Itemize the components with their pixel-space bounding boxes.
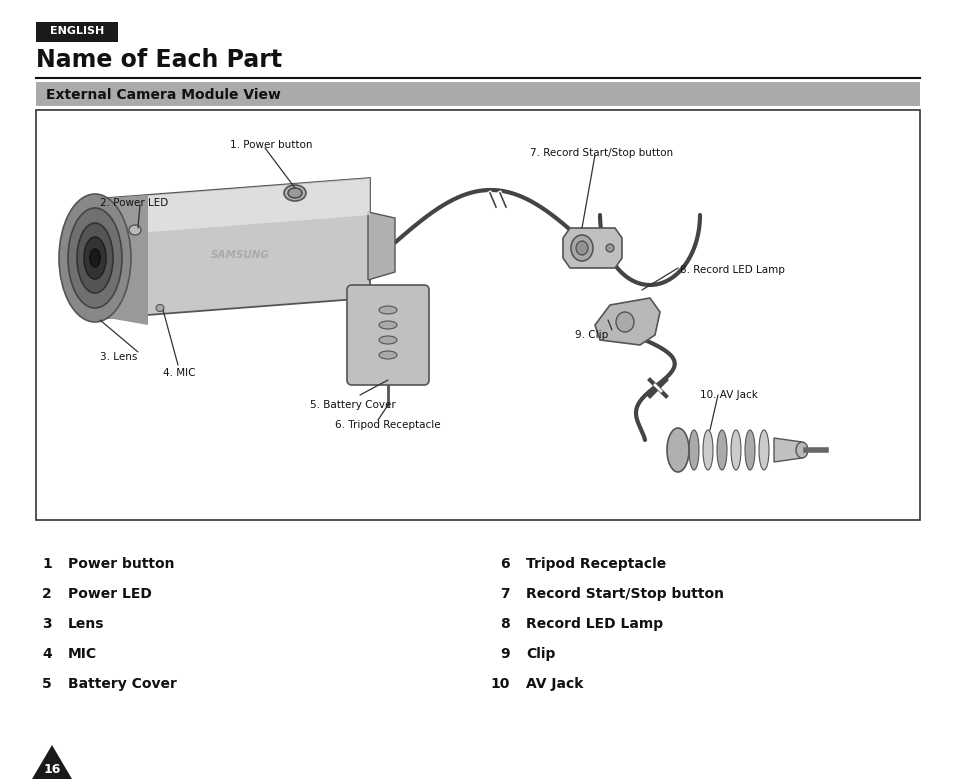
Text: 10. AV Jack: 10. AV Jack — [700, 390, 757, 400]
Ellipse shape — [702, 430, 712, 470]
Polygon shape — [108, 195, 148, 325]
Text: 9: 9 — [500, 647, 510, 661]
Text: External Camera Module View: External Camera Module View — [46, 88, 280, 102]
Text: Record Start/Stop button: Record Start/Stop button — [525, 587, 723, 601]
Ellipse shape — [288, 188, 302, 198]
Ellipse shape — [666, 428, 688, 472]
Text: 3: 3 — [42, 617, 52, 631]
Polygon shape — [595, 298, 659, 345]
Polygon shape — [108, 178, 370, 318]
Text: 3. Lens: 3. Lens — [100, 352, 137, 362]
Text: Lens: Lens — [68, 617, 105, 631]
Text: 2: 2 — [42, 587, 52, 601]
Ellipse shape — [90, 249, 100, 267]
FancyBboxPatch shape — [347, 285, 429, 385]
Polygon shape — [773, 438, 801, 462]
Text: AV Jack: AV Jack — [525, 677, 583, 691]
Text: Tripod Receptacle: Tripod Receptacle — [525, 557, 665, 571]
Ellipse shape — [759, 430, 768, 470]
Text: 1: 1 — [42, 557, 52, 571]
Ellipse shape — [605, 244, 614, 252]
FancyBboxPatch shape — [36, 110, 919, 520]
Text: 7. Record Start/Stop button: 7. Record Start/Stop button — [530, 148, 673, 158]
Text: 8: 8 — [499, 617, 510, 631]
Ellipse shape — [77, 223, 112, 293]
Text: 1. Power button: 1. Power button — [230, 140, 313, 150]
Text: 8. Record LED Lamp: 8. Record LED Lamp — [679, 265, 784, 275]
Text: 5. Battery Cover: 5. Battery Cover — [310, 400, 395, 410]
Ellipse shape — [68, 208, 122, 308]
Text: MIC: MIC — [68, 647, 97, 661]
Polygon shape — [112, 178, 370, 235]
Ellipse shape — [795, 442, 807, 458]
Text: Clip: Clip — [525, 647, 555, 661]
Ellipse shape — [378, 351, 396, 359]
FancyBboxPatch shape — [36, 82, 919, 106]
Ellipse shape — [717, 430, 726, 470]
Text: 2. Power LED: 2. Power LED — [100, 198, 168, 208]
Text: 4. MIC: 4. MIC — [163, 368, 195, 378]
Polygon shape — [562, 228, 621, 268]
Text: 16: 16 — [43, 763, 61, 776]
Text: SAMSUNG: SAMSUNG — [211, 250, 269, 260]
Text: 6: 6 — [500, 557, 510, 571]
Polygon shape — [368, 212, 395, 280]
Ellipse shape — [284, 185, 306, 201]
FancyBboxPatch shape — [36, 22, 118, 42]
Ellipse shape — [675, 430, 684, 470]
Text: 6. Tripod Receptacle: 6. Tripod Receptacle — [335, 420, 440, 430]
Text: ENGLISH: ENGLISH — [50, 26, 104, 36]
Ellipse shape — [84, 237, 106, 279]
Ellipse shape — [744, 430, 754, 470]
Ellipse shape — [576, 241, 587, 255]
Ellipse shape — [616, 312, 634, 332]
Text: 10: 10 — [490, 677, 510, 691]
Text: Power button: Power button — [68, 557, 174, 571]
Ellipse shape — [378, 336, 396, 344]
Text: 7: 7 — [500, 587, 510, 601]
Ellipse shape — [59, 194, 131, 322]
Text: Record LED Lamp: Record LED Lamp — [525, 617, 662, 631]
Ellipse shape — [688, 430, 699, 470]
Ellipse shape — [378, 321, 396, 329]
Text: 4: 4 — [42, 647, 52, 661]
Text: Power LED: Power LED — [68, 587, 152, 601]
Text: 5: 5 — [42, 677, 52, 691]
Ellipse shape — [730, 430, 740, 470]
Text: Battery Cover: Battery Cover — [68, 677, 176, 691]
Ellipse shape — [129, 225, 141, 235]
Ellipse shape — [571, 235, 593, 261]
Polygon shape — [32, 745, 71, 779]
Text: 9. Clip: 9. Clip — [575, 330, 608, 340]
Ellipse shape — [378, 306, 396, 314]
Text: Name of Each Part: Name of Each Part — [36, 48, 282, 72]
Ellipse shape — [156, 305, 164, 312]
